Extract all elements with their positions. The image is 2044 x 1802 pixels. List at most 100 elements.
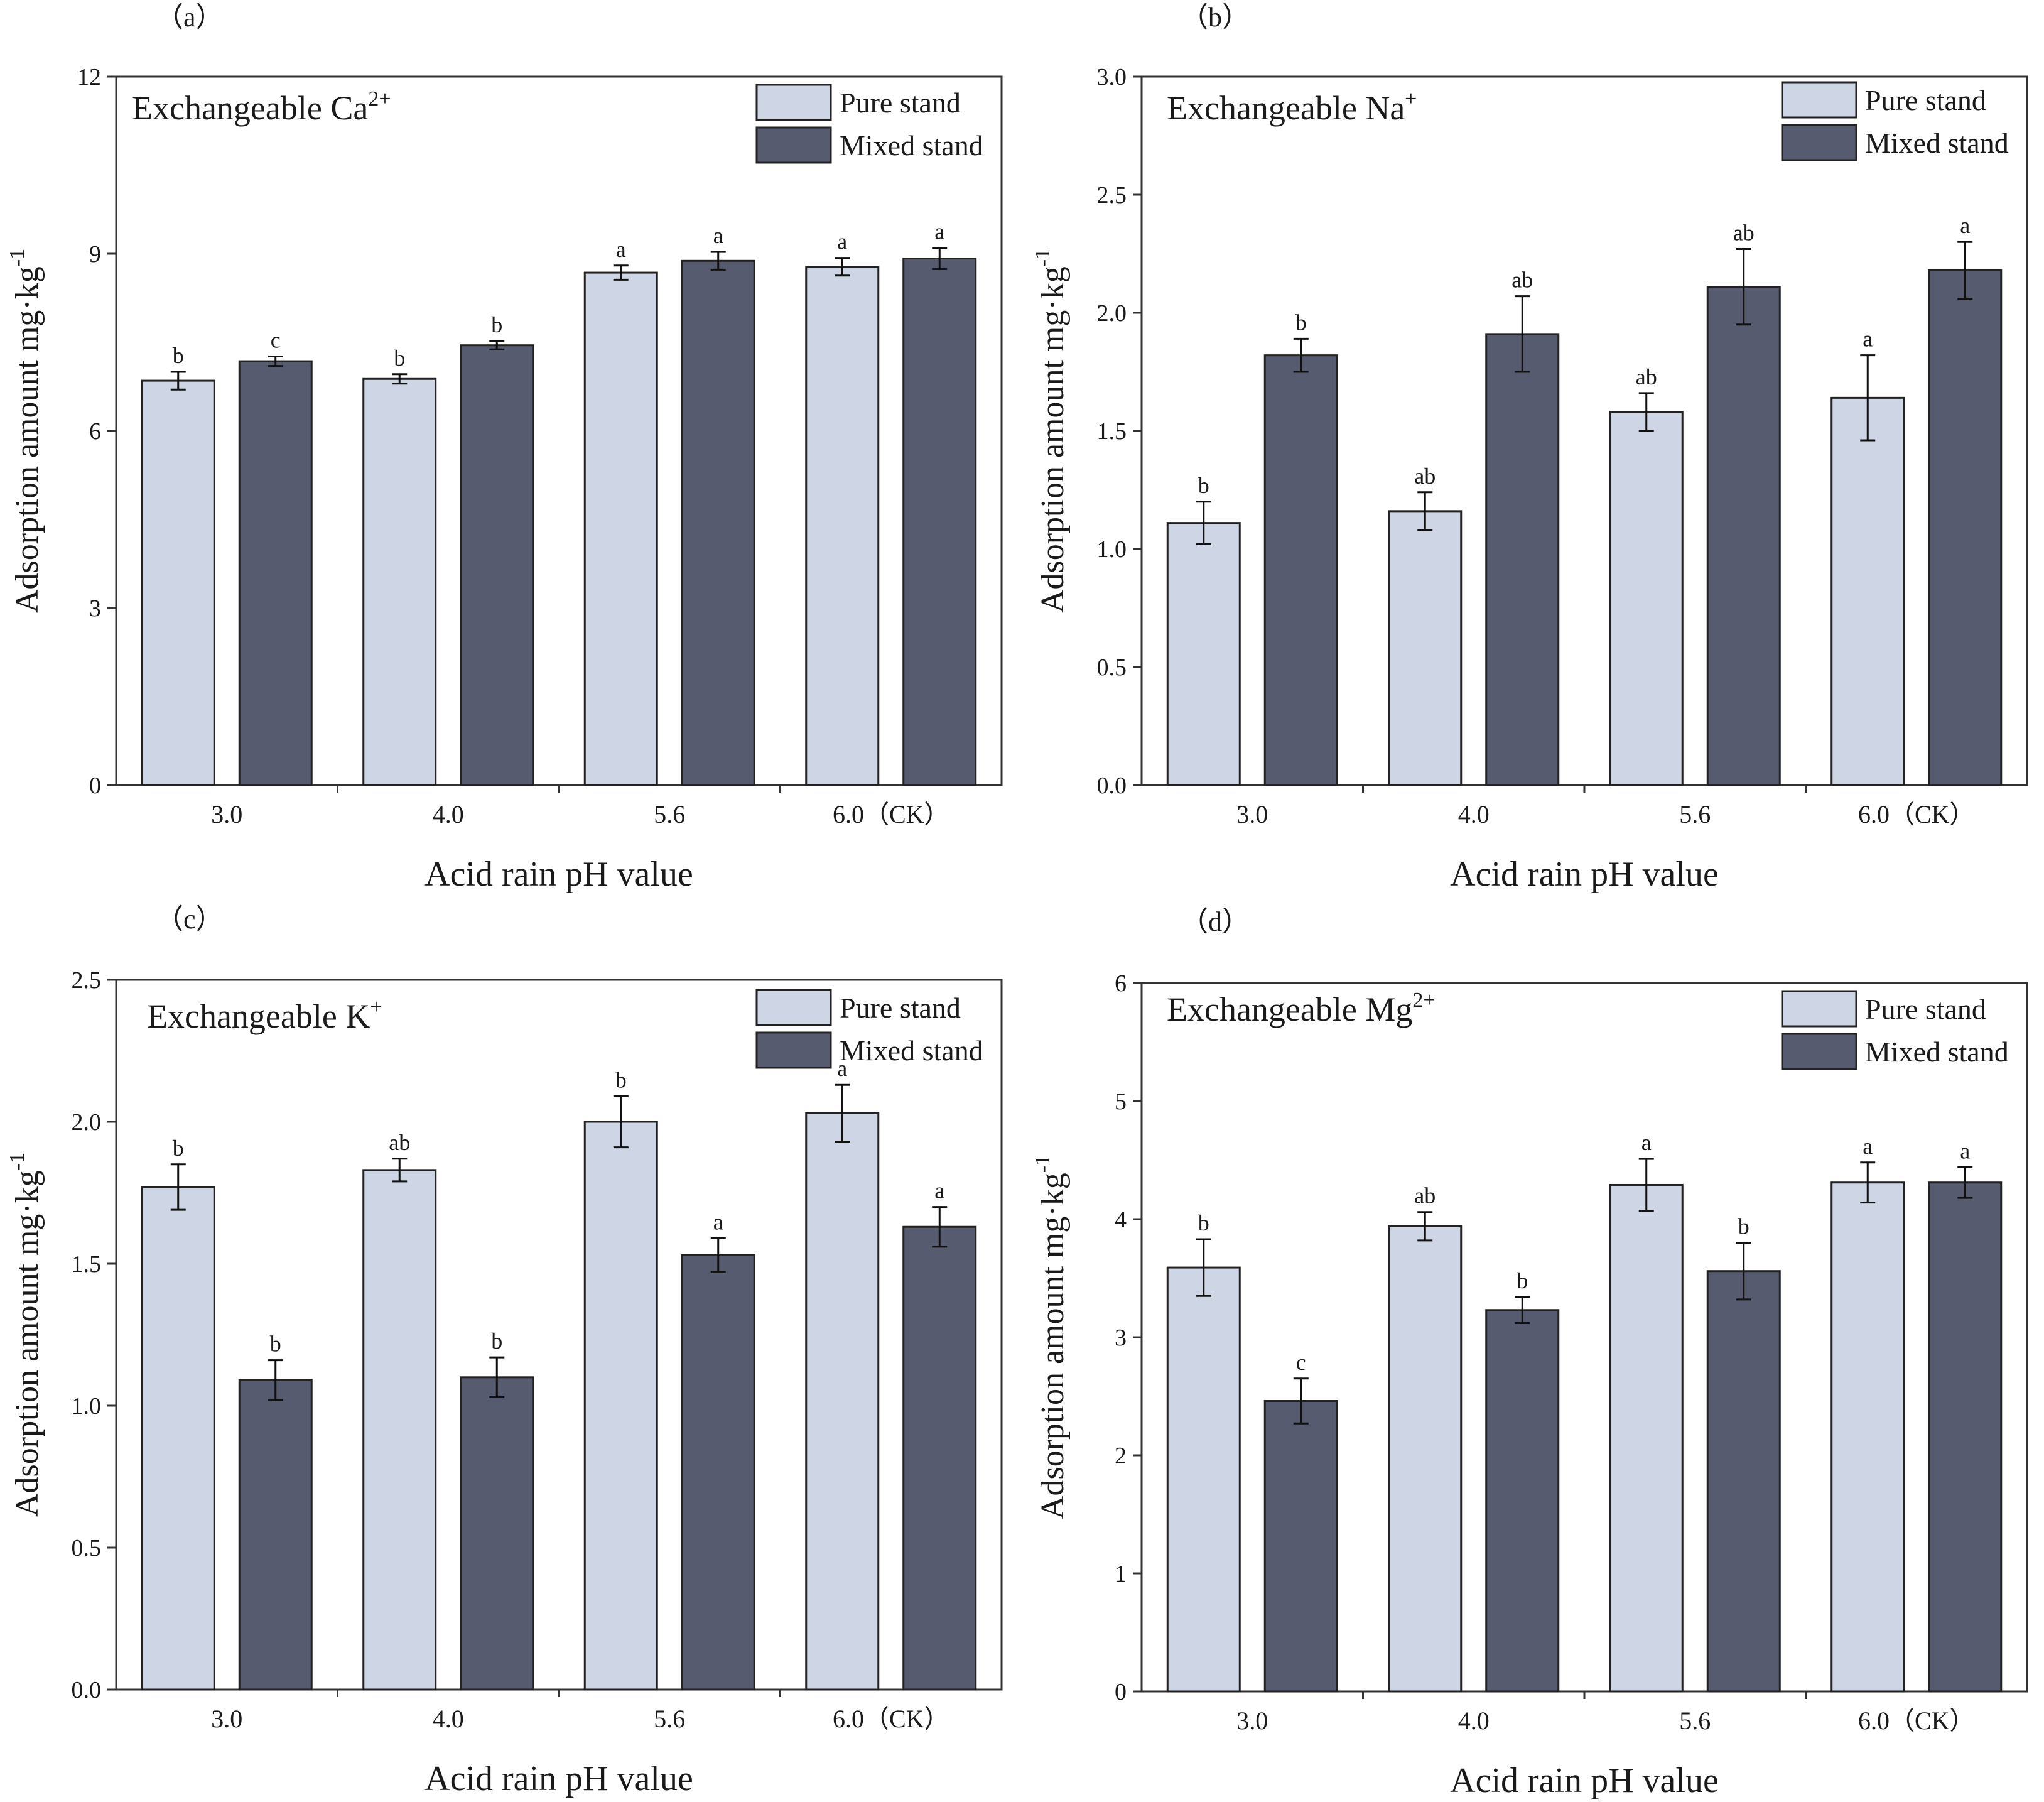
x-tick-label: 4.0: [433, 800, 464, 828]
chart-title-main: Exchangeable Na: [1167, 89, 1405, 127]
chart-title: Exchangeable Ca2+: [132, 87, 391, 127]
significance-letter: ab: [1414, 1183, 1436, 1208]
x-tick-label: 5.6: [1679, 1707, 1711, 1735]
chart-title-main: Exchangeable Ca: [132, 89, 368, 127]
legend-swatch-mixed-stand: [755, 1031, 832, 1069]
bar-pure-stand: [362, 1169, 437, 1691]
legend: Pure stand Mixed stand: [1781, 990, 2009, 1070]
x-tick-label: 5.6: [654, 800, 685, 828]
panel-c: （c） 0.0 0.5 1.0 1.5 2.0 2.5 3.0 4.0 5.6 6.0（CK） b b a…: [6, 904, 1003, 1798]
chart-title: Exchangeable Mg2+: [1167, 989, 1436, 1028]
x-tick-label: 6.0（CK）: [1858, 800, 1975, 828]
panel-label: （d）: [1181, 906, 1250, 937]
y-axis-label-superscript: -1: [1031, 1155, 1054, 1173]
y-tick-label: 1.0: [1097, 536, 1127, 563]
bar-mixed-stand: [1928, 269, 2003, 786]
bar-mixed-stand: [681, 259, 755, 786]
panel-label: （c）: [156, 904, 224, 935]
bar-mixed-stand: [902, 1225, 977, 1691]
chart-title-superscript: 2+: [368, 87, 391, 111]
y-tick-label: 6: [89, 418, 101, 445]
y-axis-label: Adsorption amount mg·kg-1: [1031, 249, 1071, 613]
bar-pure-stand: [1166, 522, 1241, 786]
significance-letter: ab: [1636, 364, 1657, 389]
bar-pure-stand: [805, 266, 880, 786]
y-tick-label: 9: [89, 241, 101, 268]
legend: Pure stand Mixed stand: [1781, 81, 2009, 161]
y-tick-label: 1.5: [72, 1251, 102, 1278]
significance-letter: a: [1960, 213, 1970, 238]
x-tick-label: 3.0: [211, 1705, 242, 1733]
y-tick-label: 0.5: [1097, 654, 1127, 681]
panel-a: （a） 0 3 6 9 12 3.0 4.0 5.6 6.0（CK） b c b b a a a a Exchang…: [6, 2, 1003, 894]
legend-swatch-pure-stand: [1781, 81, 1857, 119]
legend-label-pure-stand: Pure stand: [840, 87, 961, 119]
legend-label-pure-stand: Pure stand: [840, 992, 961, 1024]
significance-letter: a: [837, 229, 847, 254]
bar-mixed-stand: [1485, 1309, 1560, 1693]
chart-title-superscript: +: [1405, 87, 1417, 111]
bar-pure-stand: [805, 1112, 880, 1691]
y-tick-label: 3: [1115, 1325, 1127, 1351]
x-axis-label: Acid rain pH value: [424, 855, 693, 894]
x-tick-label: 5.6: [1679, 800, 1711, 828]
bar-pure-stand: [141, 1186, 215, 1691]
chart-title-main: Exchangeable K: [147, 997, 370, 1035]
significance-letter: b: [1198, 473, 1209, 498]
significance-letter: ab: [1733, 220, 1755, 245]
legend-swatch-mixed-stand: [1781, 1033, 1857, 1070]
y-tick-label: 1.5: [1097, 418, 1127, 445]
legend-swatch-mixed-stand: [1781, 124, 1857, 161]
panel-label: （b）: [1181, 2, 1250, 33]
chart-title-superscript: 2+: [1412, 989, 1435, 1012]
legend-swatch-pure-stand: [755, 84, 832, 121]
y-axis-label: Adsorption amount mg·kg-1: [6, 1153, 45, 1517]
significance-letter: a: [616, 237, 626, 262]
y-axis-label-superscript: -1: [1031, 249, 1054, 266]
significance-letter: b: [491, 1328, 502, 1354]
y-tick-label: 0.0: [1097, 773, 1127, 799]
x-tick-label: 4.0: [1458, 1707, 1490, 1735]
x-tick-label: 4.0: [433, 1705, 464, 1733]
bar-pure-stand: [141, 379, 215, 786]
bar-mixed-stand: [460, 1376, 534, 1691]
panel-b: （b） 0.0 0.5 1.0 1.5 2.0 2.5 3.0 3.0 4.0 5.6 6.0（CK）…: [1031, 2, 2028, 894]
legend-swatch-pure-stand: [1781, 990, 1857, 1028]
bar-mixed-stand: [238, 360, 313, 786]
significance-letter: ab: [1511, 268, 1533, 293]
x-tick-label: 4.0: [1458, 800, 1490, 828]
y-axis-label-main: Adsorption amount mg·kg: [9, 1170, 45, 1517]
legend-swatch-pure-stand: [755, 989, 832, 1026]
significance-letter: b: [1738, 1214, 1749, 1239]
significance-letter: a: [934, 219, 944, 244]
significance-letter: a: [713, 223, 723, 248]
significance-letter: b: [173, 343, 184, 368]
bar-mixed-stand: [1706, 1270, 1781, 1693]
significance-letter: ab: [389, 1130, 410, 1155]
y-axis-label-superscript: -1: [6, 249, 29, 266]
x-axis-label: Acid rain pH value: [1450, 1761, 1719, 1800]
x-tick-label: 3.0: [1236, 800, 1268, 828]
chart-title: Exchangeable Na+: [1167, 87, 1417, 127]
y-tick-label: 2.5: [1097, 182, 1127, 209]
significance-letter: a: [1863, 1134, 1873, 1159]
significance-letter: b: [491, 312, 502, 337]
chart-title: Exchangeable K+: [147, 996, 382, 1035]
x-tick-label: 3.0: [211, 800, 242, 828]
bar-pure-stand: [1609, 411, 1684, 786]
bar-pure-stand: [1166, 1266, 1241, 1693]
significance-letter: b: [394, 345, 405, 371]
y-tick-label: 0: [1115, 1679, 1127, 1705]
significance-letter: b: [615, 1067, 627, 1092]
y-tick-label: 0: [89, 773, 101, 799]
y-axis-label-superscript: -1: [6, 1153, 29, 1170]
x-tick-label: 6.0（CK）: [1858, 1707, 1975, 1735]
y-tick-label: 2.0: [72, 1109, 102, 1136]
y-tick-label: 1: [1115, 1561, 1127, 1587]
x-axis-label: Acid rain pH value: [1450, 855, 1719, 894]
significance-letter: a: [934, 1178, 944, 1203]
significance-letter: c: [271, 328, 281, 353]
significance-letter: a: [1863, 327, 1873, 352]
significance-letter: b: [1517, 1268, 1528, 1293]
